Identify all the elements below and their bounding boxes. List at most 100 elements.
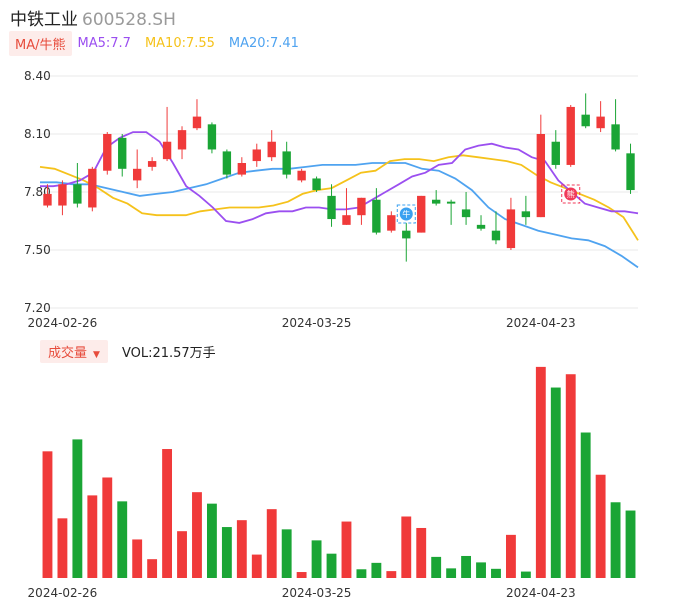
volume-bar bbox=[281, 529, 292, 578]
candle-body bbox=[536, 134, 546, 218]
candle-body bbox=[327, 195, 336, 220]
candle-body bbox=[342, 215, 351, 225]
y-tick-label: 7.20 bbox=[24, 301, 51, 315]
candle-body bbox=[566, 106, 575, 165]
candle-body bbox=[581, 114, 590, 127]
volume-bar bbox=[446, 568, 457, 578]
volume-bar bbox=[550, 387, 561, 578]
candle-body bbox=[461, 209, 471, 218]
bear-icon-frame bbox=[561, 184, 581, 204]
volume-x-tick-label: 2024-02-26 bbox=[28, 586, 98, 600]
candle-body bbox=[282, 151, 291, 175]
candle-body bbox=[491, 230, 501, 241]
volume-bar bbox=[162, 449, 173, 578]
volume-bar bbox=[595, 474, 606, 578]
candle-body bbox=[506, 209, 516, 249]
volume-bar bbox=[266, 509, 277, 578]
volume-bar bbox=[296, 572, 307, 578]
volume-legend-bar: 成交量 ▼ VOL:21.57万手 bbox=[40, 339, 216, 363]
candle-body bbox=[88, 168, 97, 208]
bull-icon bbox=[399, 207, 413, 221]
volume-bar bbox=[520, 571, 531, 578]
volume-bar bbox=[625, 510, 636, 578]
stock-code: 600528.SH bbox=[82, 10, 176, 30]
candle-body bbox=[192, 116, 202, 129]
ma5-line bbox=[40, 131, 639, 224]
volume-bar bbox=[132, 539, 143, 578]
bull-icon-label: 牛 bbox=[402, 209, 410, 219]
volume-bar bbox=[236, 520, 247, 578]
candle-body bbox=[252, 149, 261, 162]
volume-bar bbox=[401, 516, 412, 578]
bear-icon-label: 熊 bbox=[567, 189, 575, 199]
stock-title: 中铁工业 600528.SH bbox=[10, 5, 176, 30]
candle-body bbox=[372, 199, 381, 233]
candle-body bbox=[267, 141, 276, 158]
bull-icon-frame bbox=[396, 204, 416, 224]
volume-bar bbox=[326, 553, 337, 578]
volume-bar bbox=[221, 527, 232, 578]
volume-x-tick-label: 2024-03-25 bbox=[282, 586, 352, 600]
volume-bar bbox=[416, 527, 427, 578]
candle-body bbox=[402, 230, 411, 239]
volume-bar bbox=[102, 477, 113, 578]
candle-body bbox=[312, 178, 321, 191]
candle-body bbox=[103, 134, 112, 171]
candle-body bbox=[596, 116, 605, 129]
bear-icon bbox=[564, 187, 578, 201]
volume-bar bbox=[356, 569, 367, 578]
volume-bar bbox=[117, 501, 128, 578]
candle-body bbox=[417, 195, 426, 233]
volume-indicator-button[interactable]: 成交量 ▼ bbox=[40, 339, 108, 363]
ma10-legend: MA10:7.55 bbox=[144, 35, 215, 51]
candle-body bbox=[521, 211, 531, 218]
volume-bar bbox=[42, 451, 53, 578]
volume-bar bbox=[192, 492, 202, 578]
stock-name: 中铁工业 bbox=[10, 10, 78, 30]
candle-body bbox=[446, 201, 456, 204]
volume-x-tick-label: 2024-04-23 bbox=[506, 586, 576, 600]
volume-bar bbox=[311, 540, 322, 578]
candle-body bbox=[58, 184, 67, 206]
candle-body bbox=[626, 153, 635, 191]
candle-body bbox=[118, 137, 127, 169]
y-tick-label: 7.50 bbox=[24, 243, 51, 257]
candle-body bbox=[132, 168, 142, 181]
candle-body bbox=[611, 124, 620, 150]
ma10-line bbox=[39, 154, 639, 241]
volume-bar bbox=[206, 503, 217, 578]
volume-button-label: 成交量 bbox=[48, 345, 88, 361]
volume-bar bbox=[371, 562, 382, 578]
ma20-legend: MA20:7.41 bbox=[228, 35, 299, 51]
x-tick-label: 2024-02-26 bbox=[28, 316, 98, 330]
volume-bar bbox=[341, 521, 352, 578]
volume-bar bbox=[147, 559, 158, 578]
candle-body bbox=[207, 124, 217, 150]
candle-body bbox=[297, 170, 306, 181]
x-tick-label: 2024-04-23 bbox=[506, 316, 576, 330]
candle-body bbox=[147, 161, 157, 167]
ma-legend-bar: MA/牛熊 MA5:7.7 MA10:7.55 MA20:7.41 bbox=[9, 30, 313, 56]
candle-body bbox=[357, 197, 366, 216]
ma-indicator-button[interactable]: MA/牛熊 bbox=[9, 30, 72, 56]
candle-body bbox=[387, 215, 396, 231]
volume-bar bbox=[251, 554, 262, 578]
dropdown-caret-icon: ▼ bbox=[93, 349, 100, 360]
volume-bar bbox=[72, 439, 83, 578]
volume-bar bbox=[505, 534, 516, 578]
candle-body bbox=[43, 193, 52, 206]
volume-bar bbox=[535, 366, 546, 578]
candle-body bbox=[162, 141, 172, 160]
volume-bar bbox=[565, 374, 576, 578]
ma20-line bbox=[40, 162, 639, 269]
candle-body bbox=[177, 130, 187, 150]
volume-bar bbox=[461, 555, 472, 578]
ma5-legend: MA5:7.7 bbox=[77, 35, 131, 51]
y-tick-label: 8.40 bbox=[24, 69, 51, 83]
volume-bar bbox=[87, 495, 98, 578]
volume-bar bbox=[491, 568, 501, 578]
volume-bar bbox=[610, 502, 621, 578]
candle-body bbox=[431, 199, 441, 204]
volume-bar bbox=[177, 531, 187, 578]
